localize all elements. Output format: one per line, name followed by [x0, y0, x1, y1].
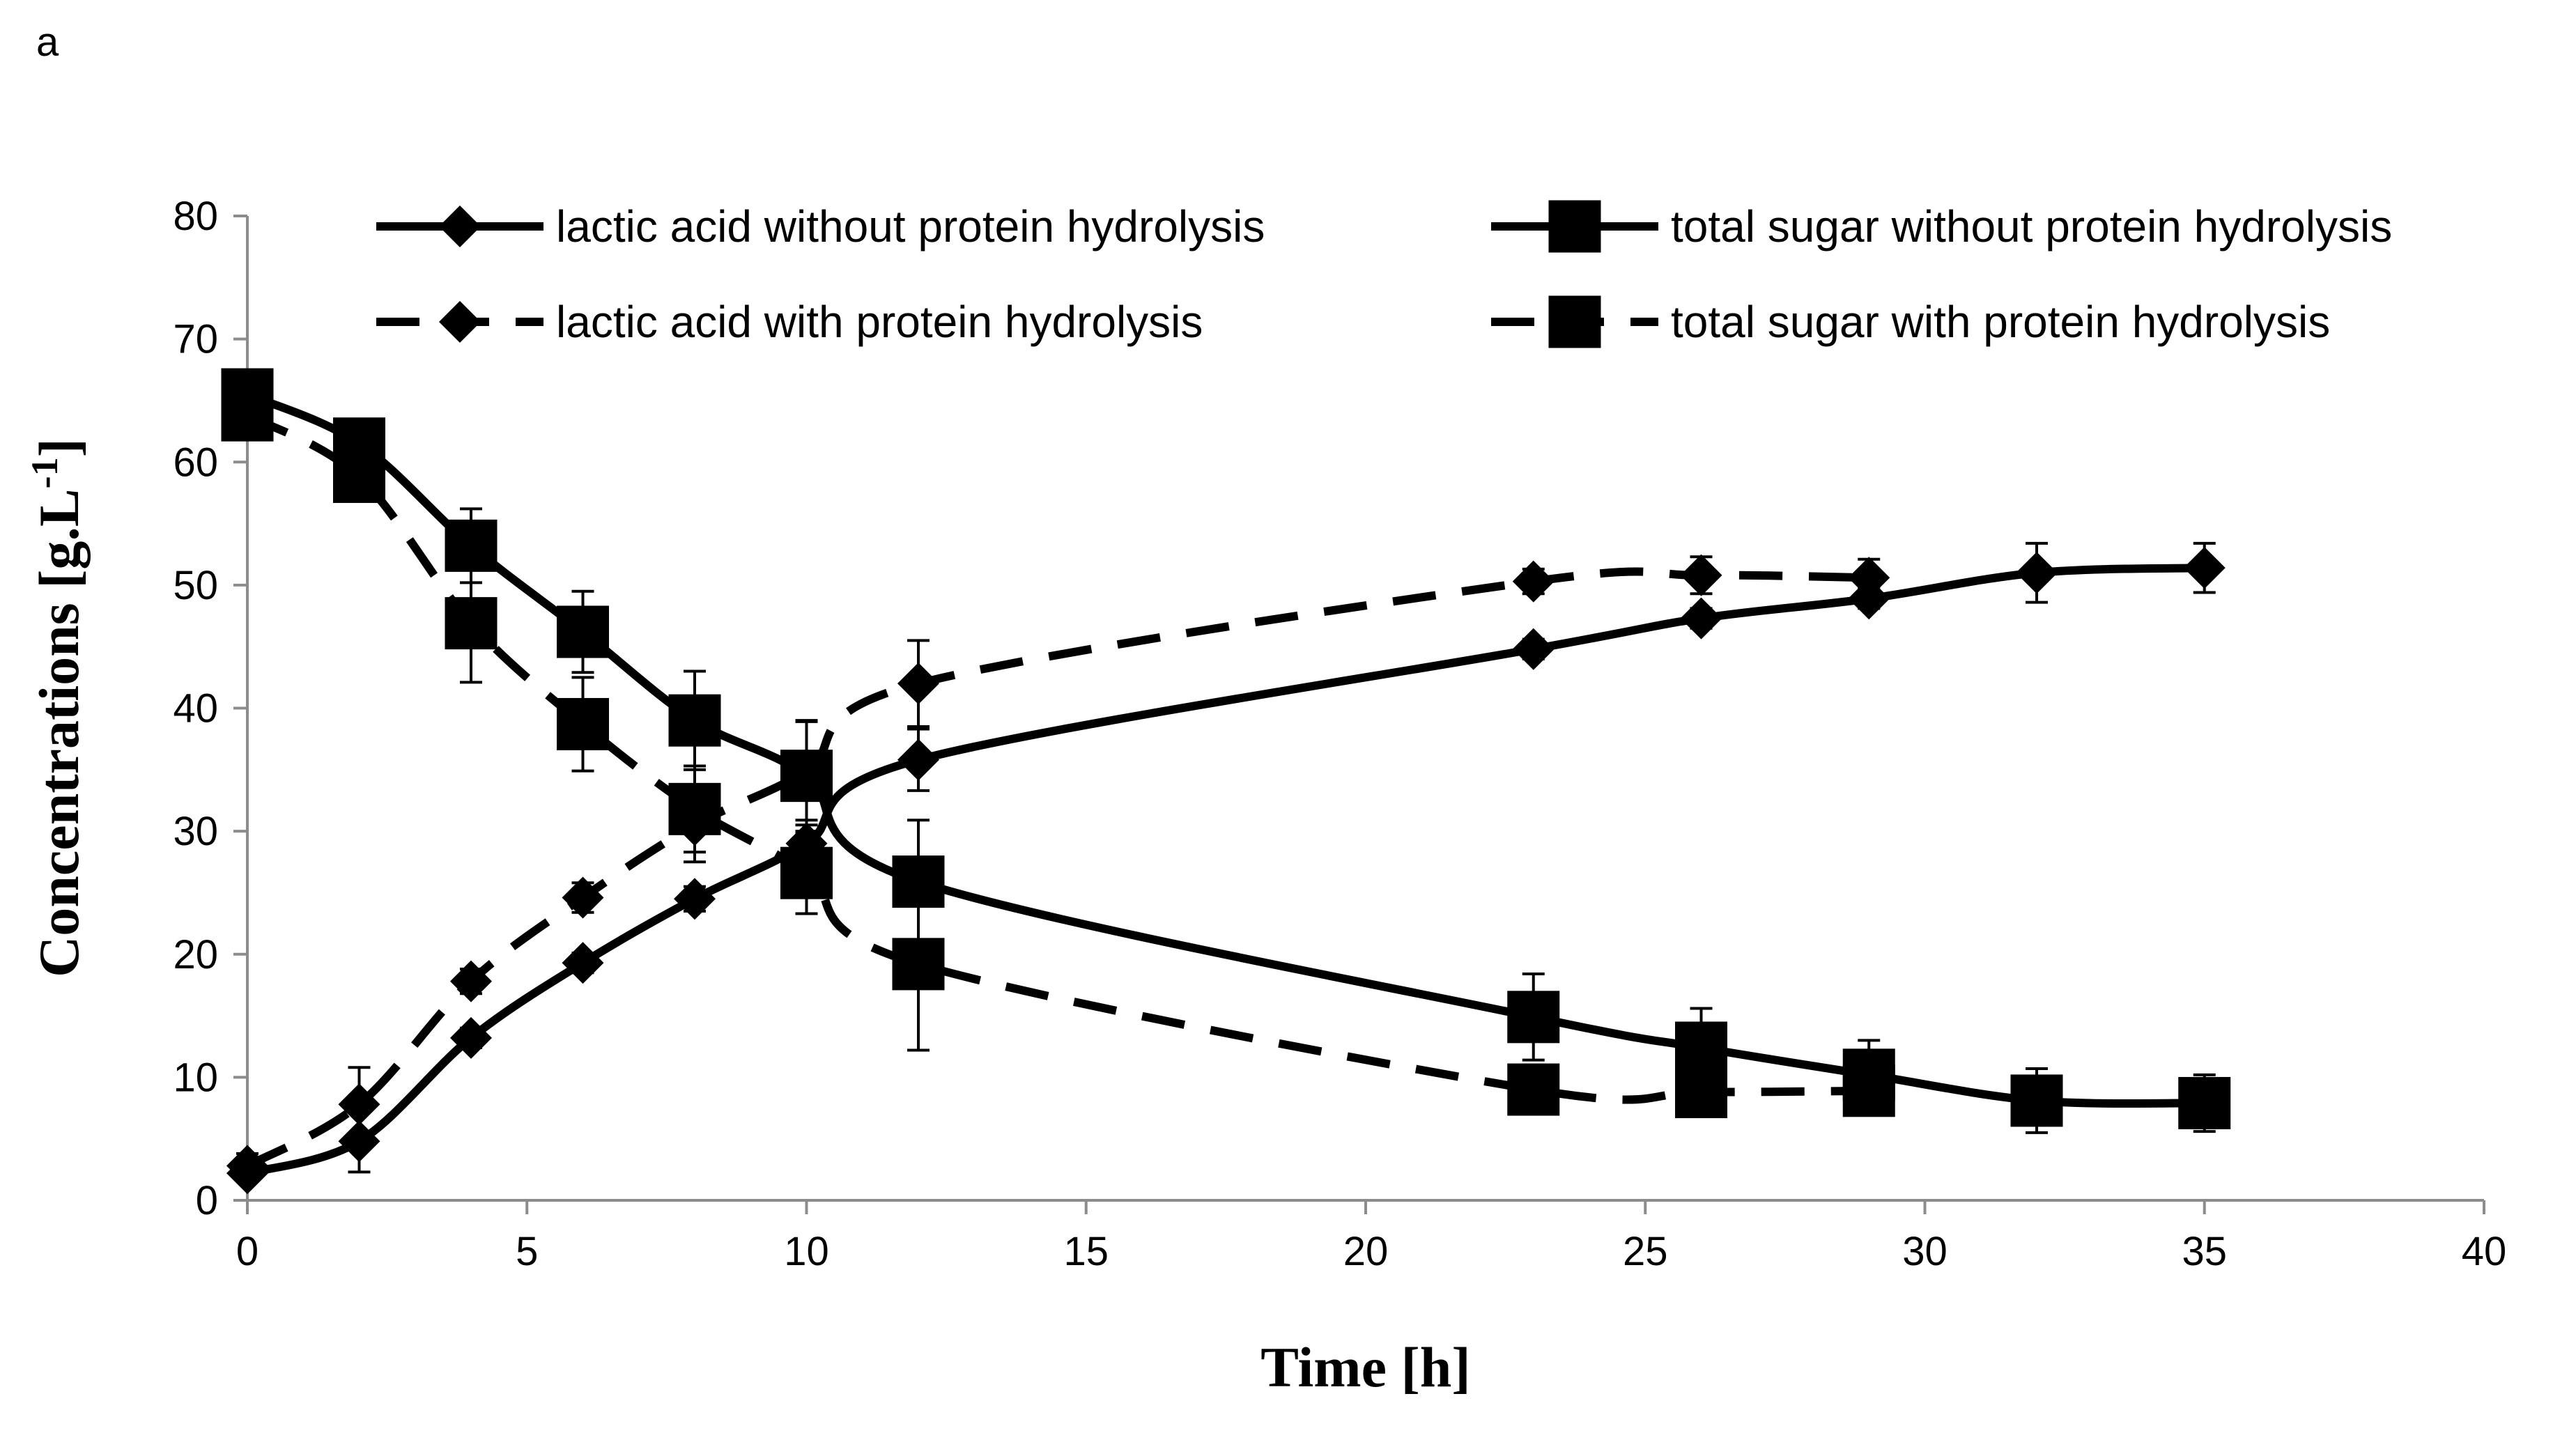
data-point [557, 605, 609, 658]
data-point [450, 1016, 492, 1059]
data-point [1848, 578, 1890, 620]
data-point [338, 1083, 380, 1126]
data-point [780, 846, 833, 899]
legend-label: lactic acid without protein hydrolysis [556, 201, 1265, 251]
data-point [562, 876, 604, 919]
y-axis-title-main: Concentrations [g.L [27, 488, 91, 977]
data-point [1675, 1021, 1727, 1074]
data-point [1507, 1063, 1560, 1116]
legend-label: lactic acid with protein hydrolysis [556, 297, 1203, 347]
data-point [450, 960, 492, 1002]
data-point [785, 750, 828, 792]
y-axis-title-end: ] [27, 438, 91, 457]
panel-label: a [36, 20, 59, 65]
legend-label: total sugar without protein hydrolysis [1671, 201, 2392, 251]
x-tick-label-40: 40 [2462, 1229, 2507, 1274]
data-point [668, 694, 721, 747]
legend-marker [1548, 295, 1601, 348]
data-point [1842, 1064, 1895, 1117]
legend-marker [439, 301, 481, 343]
data-point [897, 738, 939, 781]
legend-item-2: total sugar without protein hydrolysis [1491, 200, 2392, 253]
data-point [897, 663, 939, 705]
y-axis-title-superscript: -1 [24, 457, 65, 488]
y-tick-label-60: 60 [173, 440, 218, 485]
data-point [668, 782, 721, 835]
y-axis-title: Concentrations [g.L-1] [24, 438, 91, 977]
y-tick-label-30: 30 [173, 809, 218, 854]
series-line-3 [245, 567, 1869, 1170]
data-point [445, 597, 498, 650]
data-point [562, 942, 604, 984]
series-line-2 [245, 390, 2205, 1108]
data-point [226, 1145, 268, 1187]
legend-marker [1548, 200, 1601, 253]
data-point [1848, 557, 1890, 599]
legend-marker [439, 206, 481, 247]
x-tick-label-25: 25 [1623, 1229, 1668, 1274]
data-point [1680, 597, 1722, 640]
legend-item-4: total sugar with protein hydrolysis [1491, 295, 2330, 348]
legend: lactic acid without protein hydrolysis to… [376, 200, 2392, 348]
data-point [2183, 547, 2226, 589]
x-tick-label-20: 20 [1343, 1229, 1389, 1274]
data-point [1512, 560, 1555, 603]
y-tick-label-0: 0 [196, 1178, 218, 1223]
x-tick-label-15: 15 [1063, 1229, 1109, 1274]
x-tick-label-5: 5 [516, 1229, 538, 1274]
x-tick-label-0: 0 [236, 1229, 259, 1274]
data-point [221, 389, 274, 442]
data-point [2016, 552, 2058, 594]
series-line-4 [245, 411, 1869, 1104]
x-tick-label-35: 35 [2182, 1229, 2227, 1274]
ticks: 0 10 20 30 40 50 60 70 80 0 5 10 15 20 25 30 35 40 [173, 194, 2506, 1274]
data-point [2178, 1076, 2231, 1129]
y-tick-label-80: 80 [173, 194, 218, 239]
y-tick-label-70: 70 [173, 317, 218, 362]
x-tick-label-30: 30 [1902, 1229, 1948, 1274]
x-tick-label-10: 10 [784, 1229, 829, 1274]
y-tick-label-10: 10 [173, 1055, 218, 1100]
y-tick-label-40: 40 [173, 686, 218, 731]
y-tick-label-50: 50 [173, 563, 218, 608]
data-point [1512, 628, 1555, 670]
series-layer [221, 368, 2231, 1195]
legend-item-3: lactic acid with protein hydrolysis [376, 297, 1203, 347]
data-point [1675, 1066, 1727, 1119]
series-3 [226, 554, 1890, 1187]
legend-item-1: lactic acid without protein hydrolysis [376, 201, 1265, 251]
data-point [1507, 991, 1560, 1044]
data-point [1680, 554, 1722, 596]
y-tick-label-20: 20 [173, 932, 218, 977]
series-2 [221, 368, 2231, 1134]
data-point [333, 450, 385, 503]
data-point [2010, 1074, 2063, 1127]
x-axis-title: Time [h] [1260, 1335, 1470, 1399]
series-4 [221, 389, 1895, 1119]
data-point [674, 878, 716, 920]
series-1 [226, 541, 2226, 1195]
legend-label: total sugar with protein hydrolysis [1671, 297, 2330, 347]
data-point [557, 697, 609, 750]
data-point [892, 938, 945, 991]
